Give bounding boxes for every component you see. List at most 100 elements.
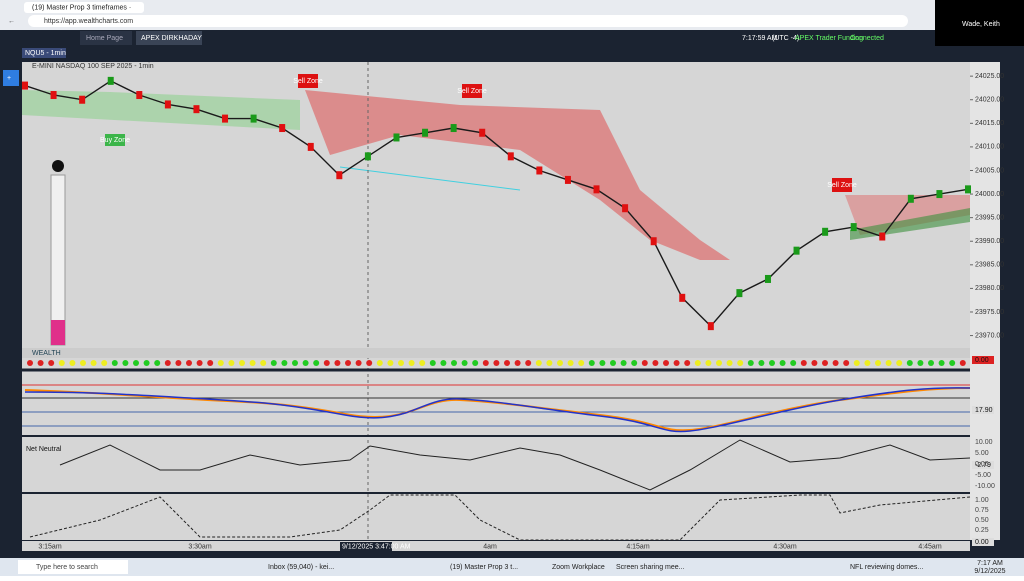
app-tab-label: APEX DIRKHADAY: [141, 35, 202, 42]
taskbar-date: 9/12/2025: [974, 568, 1005, 575]
net-tick: -10.00: [975, 483, 995, 490]
osc-tick: 0.75: [975, 507, 989, 514]
signal-dot: [186, 360, 192, 366]
account[interactable]: APEX Trader Funding: [795, 35, 863, 42]
signal-dot: [504, 360, 510, 366]
price-label: 24025.00: [975, 73, 1004, 80]
add-button[interactable]: [3, 70, 19, 86]
signal-dot: [843, 360, 850, 366]
signal-dot: [906, 360, 913, 366]
signal-dot: [535, 360, 542, 366]
candle: [879, 232, 886, 241]
signal-dot: [822, 360, 828, 366]
signal-dot: [578, 360, 585, 366]
net-tick: 0.00: [975, 461, 989, 468]
pin-icon[interactable]: [52, 160, 64, 172]
value-tag: [972, 461, 994, 469]
candle: [622, 204, 629, 213]
signal-dot: [853, 360, 860, 366]
taskbar-time: 7:17 AM: [977, 560, 1003, 567]
signal-dot: [938, 360, 945, 366]
value-tag: [972, 538, 994, 546]
price-label: 23980.00: [975, 285, 1004, 292]
zone-tag: [105, 134, 125, 146]
net-line: [59, 439, 971, 491]
candle: [307, 142, 314, 151]
back-button[interactable]: ←: [8, 18, 15, 25]
signal-dot: [705, 360, 712, 366]
clock: 7:17:59 AM: [742, 35, 778, 42]
candle: [507, 152, 514, 161]
app-tab[interactable]: [80, 31, 132, 45]
signal-dot: [461, 360, 468, 366]
signal-dot: [154, 360, 161, 366]
taskbar-app[interactable]: Inbox (59,040) - kei...: [268, 564, 334, 571]
oscillator-dashed: [29, 494, 971, 541]
panel-value: 0.00: [975, 539, 989, 546]
time-label: 4:30am: [773, 543, 797, 550]
candle: [222, 114, 229, 123]
signal-dot: [228, 360, 235, 366]
indicator-name: WEALTH: [32, 350, 61, 357]
symbol: NQU5 - 1min: [25, 50, 66, 57]
signal-dot: [482, 360, 489, 366]
signal-dot: [270, 360, 277, 366]
time-label: 4:45am: [918, 543, 942, 550]
candle: [364, 152, 371, 161]
signal-dot: [800, 360, 807, 366]
crosshair-tag: [340, 542, 392, 551]
price-axis: [970, 62, 1000, 540]
signal-dot: [398, 360, 404, 366]
news[interactable]: NFL reviewing domes...: [850, 564, 923, 571]
candle: [593, 185, 600, 194]
panel-value: 17.90: [975, 407, 993, 414]
candle: [479, 128, 486, 137]
browser-tab[interactable]: [24, 2, 144, 13]
drawing-toolbar[interactable]: [50, 174, 66, 346]
app-tab-label: Home Page: [86, 35, 123, 42]
candle: [764, 274, 771, 283]
signal-dot: [716, 360, 722, 366]
net-label: Net Neutral: [26, 446, 62, 453]
taskbar-app[interactable]: (19) Master Prop 3 t...: [450, 564, 518, 571]
taskbar-app[interactable]: Zoom Workplace: [552, 564, 605, 571]
trend-line: [339, 166, 521, 191]
taskbar-app[interactable]: Screen sharing mee...: [616, 564, 685, 571]
signal-dot: [249, 360, 256, 366]
signal-dot: [832, 360, 839, 366]
time-label: 3:15am: [38, 543, 62, 550]
price-label: 23970.00: [975, 332, 1004, 339]
signal-dot: [896, 360, 903, 366]
signal-dot: [451, 360, 457, 366]
signal-dot: [769, 360, 775, 366]
price-label: 24005.00: [975, 167, 1004, 174]
signal-dot: [207, 360, 214, 366]
app-tab[interactable]: [136, 31, 202, 45]
signal-dot: [631, 360, 638, 366]
crosshair-time: 9/12/2025 3:47:00 AM: [342, 543, 411, 550]
color-swatch[interactable]: [51, 320, 65, 345]
status: Connected: [850, 35, 884, 42]
signal-dot: [620, 360, 627, 366]
address-bar[interactable]: [28, 15, 908, 27]
symbol-box[interactable]: [22, 48, 66, 58]
candle: [164, 100, 171, 109]
signal-dot: [122, 360, 129, 366]
signal-dot: [196, 360, 203, 366]
candle: [336, 171, 343, 180]
taskbar: [0, 558, 1024, 576]
signal-dot: [779, 360, 786, 366]
candle: [850, 223, 857, 232]
osc-tick: 0.25: [975, 527, 989, 534]
signal-dot: [133, 360, 139, 366]
signal-dot: [811, 360, 818, 366]
signal-dot: [557, 360, 563, 366]
signal-dot: [790, 360, 797, 366]
indicator-header: [22, 348, 970, 358]
signal-dot: [694, 360, 701, 366]
search-box[interactable]: [18, 560, 128, 574]
signal-dot: [472, 360, 479, 366]
signal-dot: [726, 360, 733, 366]
candle: [422, 128, 429, 137]
